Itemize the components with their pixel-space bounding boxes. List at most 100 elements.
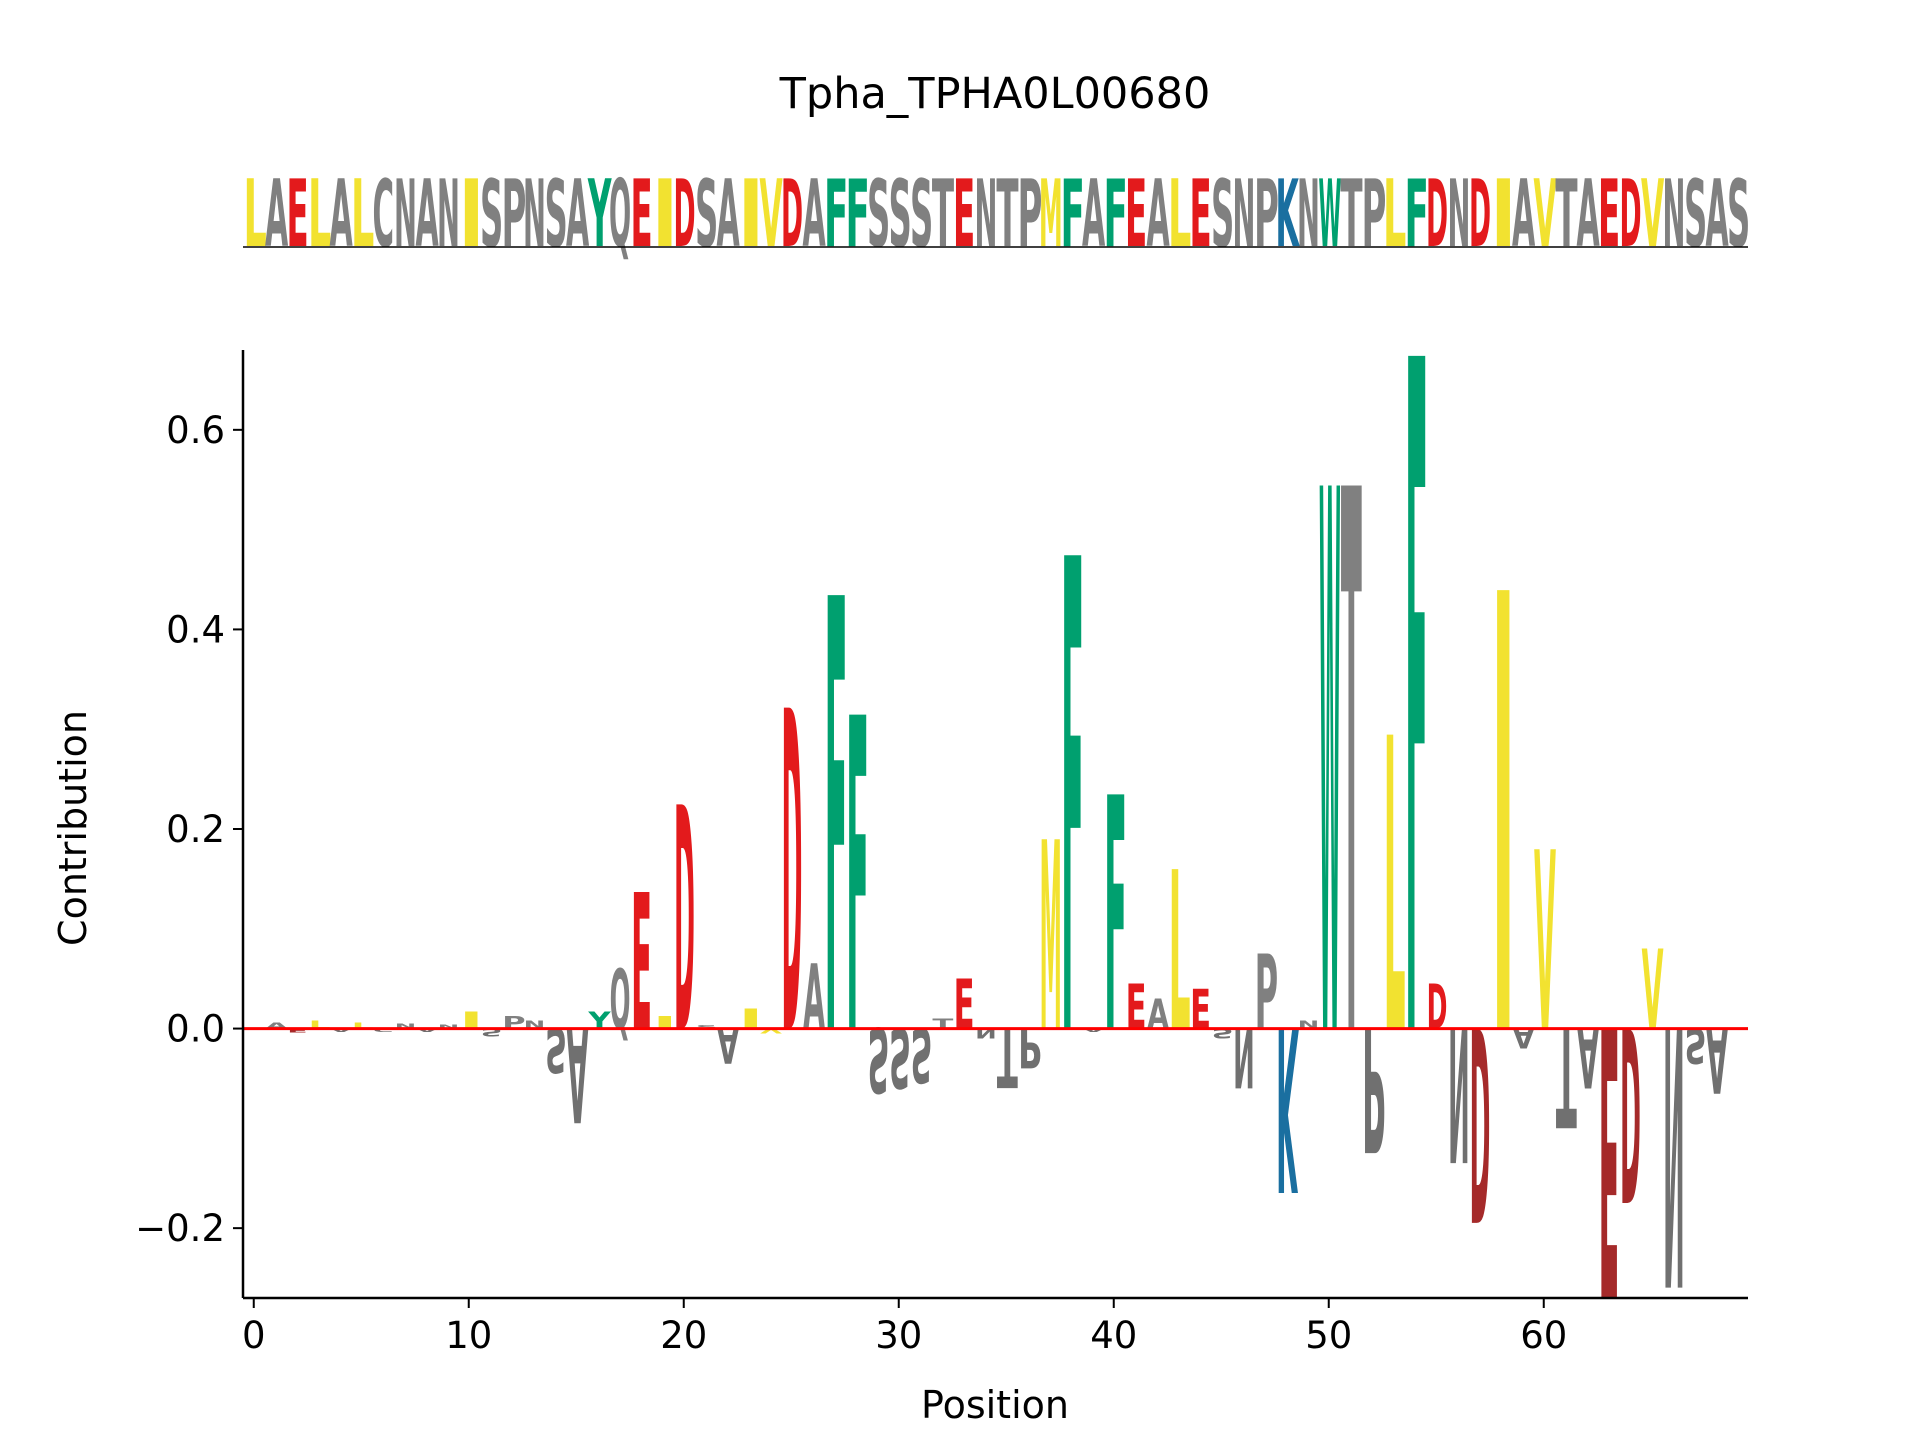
sequence-letter-v: V [760, 161, 783, 269]
sequence-letter-i: I [459, 161, 485, 269]
contribution-mark: A [1147, 991, 1169, 1039]
contribution-mark: W [1319, 339, 1341, 1206]
x-axis-label: Position [921, 1383, 1069, 1427]
sequence-letter-y: Y [587, 161, 612, 269]
y-tick-label: 0.6 [166, 409, 225, 452]
sequence-letter-p: P [1254, 160, 1279, 269]
sequence-letter-f: F [1104, 160, 1128, 268]
contribution-mark: P [502, 1014, 526, 1033]
y-axis-label: Contribution [51, 710, 95, 946]
contribution-mark: N [1233, 1008, 1255, 1102]
contribution-mark: E [1190, 979, 1211, 1042]
contribution-mark: T [997, 1009, 1018, 1104]
sequence-letter-a: A [1082, 161, 1105, 269]
sequence-letter-e: E [953, 161, 975, 269]
contribution-mark: N [1663, 944, 1685, 1357]
sequence-letter-s: S [545, 160, 568, 268]
sequence-letter-i: I [652, 161, 678, 269]
contribution-mark: V [760, 1027, 782, 1035]
sequence-letter-f: F [1061, 160, 1085, 268]
contribution-mark: D [1427, 972, 1448, 1044]
sequence-letter-a: A [1512, 161, 1535, 269]
plot-area: AELALCNANISPNSAYQEIDSAIVDAFFSSSTENTPMFAF… [135, 172, 1748, 1371]
contribution-mark: P [1362, 988, 1386, 1187]
sequence-letter-e: E [287, 161, 309, 269]
sequence-letter-n: N [1663, 161, 1686, 270]
sequence-letter-p: P [1362, 160, 1387, 269]
contribution-mark: F [846, 631, 869, 1132]
sequence-letter-n: N [394, 161, 417, 270]
sequence-letter-e: E [1125, 161, 1147, 269]
sequence-letter-s: S [1211, 160, 1234, 268]
sequence-letter-d: D [674, 160, 696, 269]
x-tick-label: 40 [1090, 1314, 1137, 1357]
sequence-letter-l: L [244, 159, 267, 268]
sequence-letter-l: L [1383, 159, 1406, 268]
x-tick-label: 20 [660, 1314, 707, 1357]
contribution-mark: N [1448, 984, 1470, 1198]
contribution-mark: S [889, 1009, 911, 1104]
sequence-letter-a: A [416, 161, 439, 269]
sequence-letter-l: L [351, 159, 374, 268]
contribution-mark: L [352, 1021, 374, 1030]
contribution-mark: S [1685, 1017, 1707, 1072]
contribution-mark: T [1556, 995, 1577, 1154]
contribution-mark: A [1577, 1009, 1599, 1104]
contribution-mark: V [1642, 927, 1664, 1054]
contribution-mark: E [631, 854, 652, 1073]
sequence-letter-i: I [738, 161, 764, 269]
contribution-mark: A [567, 997, 589, 1148]
sequence-letter-d: D [1620, 160, 1642, 269]
contribution-mark: N [438, 1024, 460, 1030]
contribution-mark: A [717, 1016, 739, 1071]
sequence-letter-p: P [502, 160, 527, 269]
x-tick-label: 60 [1520, 1314, 1567, 1357]
sequence-letter-d: D [1426, 160, 1448, 269]
sequence-letter-k: K [1276, 161, 1300, 269]
sequence-letter-t: T [932, 161, 954, 269]
contribution-mark: S [868, 1007, 890, 1111]
sequence-letter-a: A [717, 161, 740, 269]
contribution-mark: K [1276, 975, 1299, 1237]
contribution-mark: A [1706, 1007, 1728, 1111]
contribution-mark: F [1061, 427, 1084, 1183]
sequence-letter-n: N [1233, 161, 1256, 270]
sequence-letter-s: S [889, 160, 912, 268]
y-axis-ticks: −0.2 0.0 0.2 0.4 0.6 [135, 409, 243, 1250]
sequence-letter-s: S [867, 160, 890, 268]
sequence-letter-a: A [1706, 161, 1729, 269]
contribution-mark: F [1405, 172, 1428, 1246]
contribution-mark: I [459, 1007, 483, 1034]
x-axis-ticks: 0 10 20 30 40 50 60 [242, 1298, 1567, 1357]
sequence-letter-n: N [1448, 161, 1471, 270]
sequence-letter-f: F [1405, 160, 1429, 268]
y-tick-label: 0.0 [166, 1008, 225, 1051]
contribution-mark: E [1126, 973, 1147, 1044]
sequence-letter-e: E [1190, 161, 1212, 269]
sequence-letter-p: P [1018, 160, 1043, 269]
contribution-mark: V [1534, 801, 1556, 1088]
sequence-letter-t: T [1340, 161, 1362, 269]
sequence-letter-q: Q [609, 162, 631, 270]
y-tick-label: −0.2 [135, 1207, 225, 1250]
x-tick-label: 30 [875, 1314, 922, 1357]
sequence-letter-n: N [523, 161, 546, 270]
y-tick-label: 0.2 [166, 808, 225, 851]
contribution-mark: D [782, 621, 803, 1134]
sequence-letter-t: T [1555, 161, 1577, 269]
contribution-mark: T [1341, 339, 1362, 1205]
chart-title: Tpha_TPHA0L00680 [779, 69, 1211, 119]
sequence-letter-a: A [330, 161, 353, 269]
sequence-letter-m: M [1039, 161, 1063, 269]
contribution-mark: P [1018, 1015, 1042, 1080]
sequence-letter-w: W [1319, 159, 1342, 268]
contribution-mark: S [911, 1010, 933, 1098]
contribution-mark: F [825, 478, 848, 1170]
contribution-mark: F [1104, 730, 1127, 1104]
sequence-letter-a: A [265, 161, 288, 269]
sequence-letter-a: A [1577, 161, 1600, 269]
sequence-letter-e: E [1598, 161, 1620, 269]
sequence-letter-l: L [308, 159, 331, 268]
sequence-letter-s: S [480, 160, 503, 268]
sequence-letter-d: D [1469, 160, 1491, 269]
